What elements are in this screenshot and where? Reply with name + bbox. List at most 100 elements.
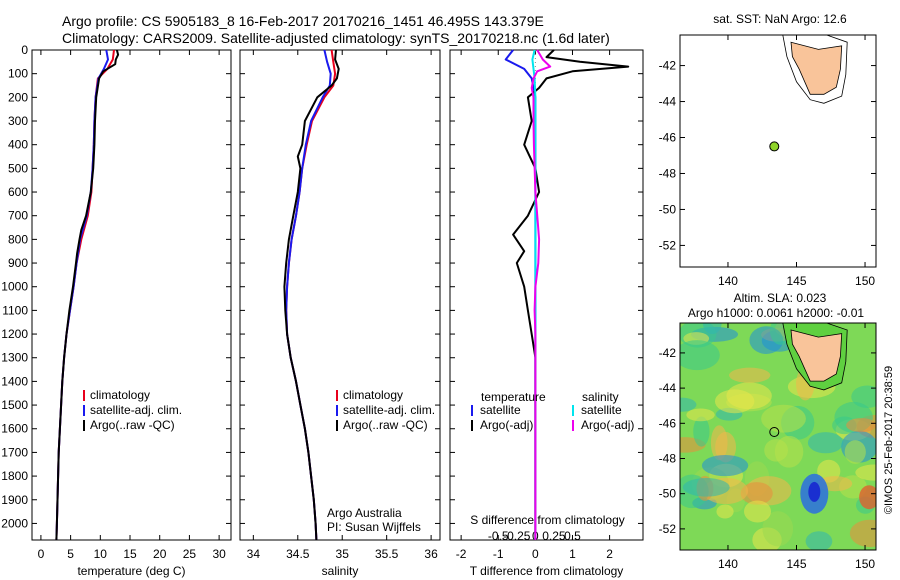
temperature-axis-label: temperature (deg C) [77, 564, 185, 578]
series-line-argo-raw-qc- [55, 49, 120, 541]
annotation-line1: Argo Australia [327, 506, 402, 520]
sla-anomaly-blob [693, 416, 710, 447]
sst-lon-label: 150 [855, 274, 875, 288]
sla-anomaly-blob [762, 511, 794, 547]
sst-shelf-contour [782, 35, 848, 104]
legend-label: Argo(..raw -QC) [90, 418, 175, 432]
annotation-line2: PI: Susan Wijffels [327, 520, 421, 534]
depth-tick-label: 100 [8, 67, 28, 81]
sla-anomaly-blob [729, 367, 771, 383]
legend-title-salinity: salinity [582, 390, 619, 404]
depth-tick-label: 0 [21, 43, 28, 57]
depth-tick-label: 800 [8, 232, 28, 246]
temperature-xtick-label: 30 [212, 547, 226, 561]
sla-anomaly-blob [761, 404, 806, 433]
sla-anomaly-blob [701, 454, 749, 477]
sst-float-marker [769, 141, 780, 152]
depth-tick-label: 900 [8, 256, 28, 270]
sla-anomaly-blob [740, 482, 773, 505]
sla-map-area [680, 323, 876, 550]
depth-tick-label: 600 [8, 185, 28, 199]
depth-tick-label: 1600 [1, 422, 28, 436]
sla-anomaly-blob [849, 519, 876, 548]
sla-map-subtitle: Argo h1000: 0.0061 h2000: -0.01 [688, 306, 864, 320]
temperature-xtick-label: 0 [38, 547, 45, 561]
sdiff-axis-label: S difference from climatology [470, 513, 625, 527]
difference-panel: -2 -1 0 1 2 T difference from climatology -0.5… [449, 49, 644, 578]
sla-lon-label: 150 [855, 557, 875, 571]
sla-anomaly-blob [680, 397, 697, 412]
temperature-panel: 0100200300400500600700800900100011001200… [1, 43, 232, 578]
depth-tick-label: 500 [8, 161, 28, 175]
sdiff-tick-label: -0.5 [488, 529, 509, 543]
sdiff-tick-label: -0.25 [503, 529, 531, 543]
sla-anomaly-blob [844, 440, 866, 464]
salinity-axis-label: salinity [322, 564, 359, 578]
legend-label-argo: Argo(-adj) [480, 418, 533, 432]
sst-lon-label: 145 [786, 274, 806, 288]
legend-label: climatology [90, 388, 150, 402]
depth-tick-label: 1200 [1, 327, 28, 341]
sst-map-frame [679, 34, 877, 268]
sla-positive-anomaly [859, 485, 876, 510]
difference-xtick-label: 1 [569, 547, 576, 561]
depth-tick-label: 300 [8, 114, 28, 128]
sst-map-panel: -42 -44 -46 -48 -50 -52 140 145 150 [659, 34, 877, 288]
sst-lat-label: -50 [659, 202, 677, 216]
legend-label-salinity-argo: Argo(-adj) [581, 418, 634, 432]
depth-tick-label: 2000 [1, 516, 28, 530]
temperature-xtick-label: 15 [123, 547, 137, 561]
sdiff-tick-label: 0.5 [564, 529, 581, 543]
sla-map-frame [679, 322, 877, 551]
sla-anomaly-blob [726, 382, 772, 410]
sla-anomaly-blob [682, 478, 730, 497]
depth-tick-label: 200 [8, 90, 28, 104]
sst-lat-label: -52 [659, 238, 677, 252]
figure-title-line2: Climatology: CARS2009. Satellite-adjuste… [62, 30, 610, 46]
sla-anomaly-blob [743, 500, 772, 523]
series-line-salinity-argo-adj- [530, 49, 552, 540]
salinity-xtick-label: 34.5 [286, 547, 310, 561]
salinity-xtick-label: 35 [336, 547, 350, 561]
sla-anomaly-blob [805, 531, 833, 550]
salinity-xtick-label: 36 [424, 547, 438, 561]
difference-xtick-label: -1 [493, 547, 504, 561]
temperature-xtick-label: 10 [94, 547, 108, 561]
depth-tick-label: 1400 [1, 374, 28, 388]
sla-float-marker [769, 427, 780, 438]
salinity-xtick-label: 35.5 [375, 547, 399, 561]
depth-tick-label: 1100 [2, 303, 28, 317]
sla-anomaly-blob [774, 435, 804, 468]
legend-label-salinity-satellite: satellite [581, 403, 622, 417]
sst-lat-label: -44 [659, 95, 677, 109]
sla-anomaly-blob [807, 432, 844, 454]
legend-label: climatology [343, 388, 403, 402]
sla-anomaly-blob [686, 408, 715, 422]
sla-tasmania-land [790, 329, 843, 382]
sla-lat-label: -42 [659, 346, 677, 360]
depth-tick-label: 1000 [1, 280, 28, 294]
temperature-xtick-label: 5 [67, 547, 74, 561]
salinity-panel: 34 34.5 35 35.5 36 salinity climatologysatelli… [239, 49, 441, 578]
sla-map-title: Altim. SLA: 0.023 [734, 291, 827, 305]
series-line-argo-raw-qc- [283, 49, 340, 541]
sla-negative-core [808, 481, 821, 502]
depth-tick-label: 700 [8, 209, 28, 223]
sst-lat-label: -42 [659, 59, 677, 73]
difference-xtick-label: 2 [606, 547, 613, 561]
sst-map-area [782, 35, 848, 104]
sla-anomaly-blob [846, 418, 876, 433]
depth-tick-label: 1800 [1, 469, 28, 483]
legend-label: satellite-adj. clim. [90, 403, 182, 417]
temperature-xtick-label: 25 [183, 547, 197, 561]
series-line-temperature-argo-adj- [512, 49, 630, 540]
depth-tick-label: 1700 [1, 445, 28, 459]
sst-map-title: sat. SST: NaN Argo: 12.6 [713, 12, 847, 26]
figure-title-line1: Argo profile: CS 5905183_8 16-Feb-2017 2… [62, 13, 544, 29]
sla-lat-label: -46 [659, 416, 677, 430]
imos-credit: ©IMOS 25-Feb-2017 20:38:59 [883, 366, 895, 514]
sla-anomaly-blob [680, 340, 720, 371]
sst-tasmania-land [790, 41, 843, 95]
difference-xtick-label: -2 [456, 547, 467, 561]
